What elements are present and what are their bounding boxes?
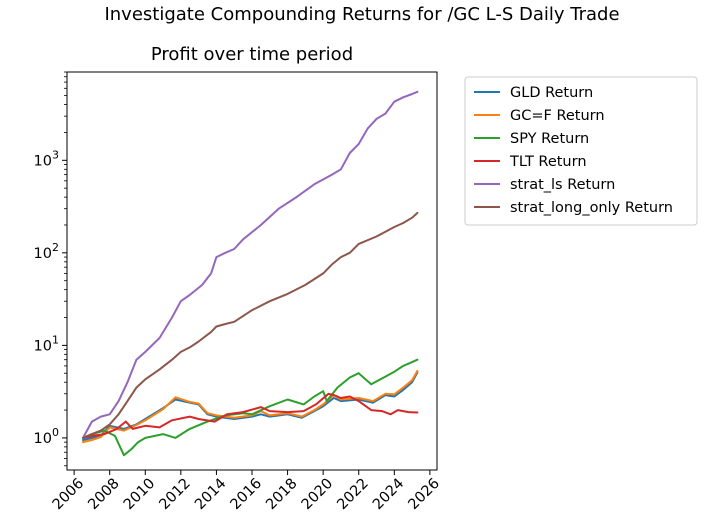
plot-title: Profit over time period: [151, 44, 353, 65]
legend: GLD Return GC=F Return SPY Return TLT Retur…: [464, 76, 698, 226]
legend-label: GC=F Return: [510, 108, 605, 124]
series-line-3: [82, 358, 419, 457]
legend-label: strat_long_only Return: [510, 200, 673, 216]
series-line-5: [82, 90, 419, 439]
legend-box: [464, 76, 698, 226]
y-tick-label: 102: [34, 241, 59, 262]
legend-label: SPY Return: [510, 131, 589, 147]
legend-label: strat_ls Return: [510, 177, 615, 193]
y-axis: 100 101 102 103: [34, 71, 67, 467]
y-tick-label: 101: [34, 333, 59, 354]
legend-items: GLD Return GC=F Return SPY Return TLT Retur…: [474, 85, 673, 216]
y-tick-label: 103: [34, 148, 59, 169]
y-tick-label: 100: [34, 426, 59, 447]
legend-label: TLT Return: [509, 154, 587, 170]
series-line-6: [82, 211, 419, 439]
figure-suptitle: Investigate Compounding Returns for /GC …: [104, 4, 619, 25]
series-layer: [82, 90, 419, 457]
series-line-4: [82, 392, 419, 439]
legend-label: GLD Return: [510, 85, 593, 101]
